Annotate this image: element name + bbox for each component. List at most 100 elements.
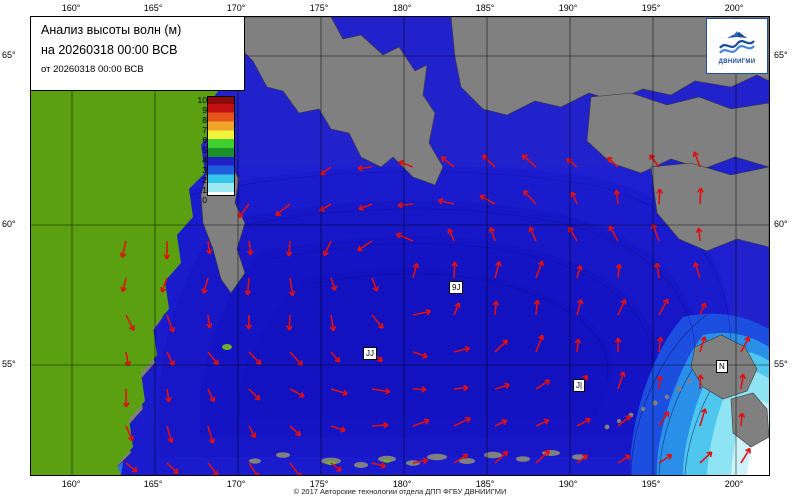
wave-vector-arrow bbox=[120, 277, 127, 293]
wave-vector-arrow bbox=[289, 462, 302, 475]
wave-vector-arrow bbox=[207, 351, 219, 366]
wave-vector-arrow bbox=[576, 417, 591, 427]
wave-height-map[interactable] bbox=[31, 17, 769, 475]
wave-vector-arrow bbox=[248, 351, 262, 365]
colorbar-tick-9: 9 bbox=[202, 105, 207, 115]
wave-vector-arrow bbox=[693, 262, 701, 279]
x-tick-bottom-4: 180° bbox=[392, 479, 412, 489]
y-tick-right-0: 65° bbox=[774, 50, 788, 60]
wave-vector-arrow bbox=[289, 388, 305, 398]
wave-vector-arrow bbox=[533, 299, 541, 316]
x-tick-3: 175° bbox=[309, 3, 329, 13]
x-tick-bottom-0: 160° bbox=[61, 479, 81, 489]
wave-vector-arrow bbox=[330, 425, 346, 433]
wave-vector-arrow bbox=[329, 314, 337, 332]
wave-vector-arrow bbox=[330, 388, 348, 396]
wave-vector-arrow bbox=[357, 240, 373, 252]
x-tick-bottom-8: 200° bbox=[724, 479, 744, 489]
x-tick-bottom-1: 165° bbox=[143, 479, 163, 489]
wave-vector-arrow bbox=[615, 263, 623, 279]
wave-vector-arrow bbox=[488, 226, 496, 242]
ship-marker-3[interactable]: J| bbox=[573, 379, 586, 392]
ship-marker-1[interactable]: 9J bbox=[449, 281, 464, 294]
wave-vector-arrow bbox=[528, 226, 537, 242]
wave-vector-arrow bbox=[699, 302, 707, 316]
wave-vector-arrow bbox=[699, 451, 713, 464]
wave-vector-arrow bbox=[246, 240, 254, 256]
wave-vector-arrow bbox=[494, 261, 502, 279]
wave-vector-arrow bbox=[289, 425, 302, 437]
wave-vector-arrow bbox=[453, 345, 471, 353]
wave-vector-arrow bbox=[699, 336, 707, 353]
x-tick-bottom-6: 190° bbox=[558, 479, 578, 489]
wave-vector-arrow bbox=[412, 386, 427, 393]
wave-vector-arrow bbox=[447, 228, 455, 242]
wave-vector-arrow bbox=[237, 203, 250, 219]
wave-vector-arrow bbox=[330, 277, 338, 291]
wave-vector-arrow bbox=[576, 299, 584, 316]
wave-vector-arrow bbox=[739, 373, 747, 390]
ship-marker-2[interactable]: JJ bbox=[363, 347, 377, 360]
wave-vector-arrow bbox=[535, 334, 545, 353]
wave-vector-arrow bbox=[330, 351, 341, 363]
wave-vector-arrow bbox=[371, 421, 389, 429]
colorbar-tick-4: 4 bbox=[202, 155, 207, 165]
y-tick-right-1: 60° bbox=[774, 219, 788, 229]
wave-vector-arrow bbox=[440, 156, 455, 168]
wave-vector-arrow bbox=[397, 201, 414, 209]
wave-vector-arrow bbox=[160, 277, 168, 293]
wave-vector-arrow bbox=[494, 339, 508, 353]
wave-vector-arrow bbox=[437, 198, 455, 205]
wave-vector-arrow bbox=[412, 308, 432, 316]
wave-vector-arrow bbox=[535, 418, 550, 427]
wave-vector-arrow bbox=[617, 298, 627, 316]
colorbar-tick-5: 5 bbox=[202, 145, 207, 155]
colorbar-tick-7: 7 bbox=[202, 125, 207, 135]
wave-vector-arrow bbox=[692, 151, 701, 168]
map-viewport[interactable]: 9J JJ J| N bbox=[30, 16, 770, 476]
colorbar-tick-1: 1 bbox=[202, 185, 207, 195]
wave-vector-arrow bbox=[521, 154, 537, 168]
title-line-1: Анализ высоты волн (м) bbox=[41, 23, 182, 37]
y-tick-2: 55° bbox=[2, 359, 16, 369]
wave-height-colorbar bbox=[207, 96, 235, 196]
copyright-credit: © 2017 Авторские технологии отдела ДПП Ф… bbox=[293, 487, 507, 496]
wave-vector-arrow bbox=[125, 462, 138, 473]
wave-vector-arrow bbox=[330, 462, 342, 472]
wave-vector-arrow bbox=[494, 450, 509, 464]
wave-vector-arrow bbox=[566, 158, 578, 168]
map-title-box: Анализ высоты волн (м) на 20260318 00:00… bbox=[31, 17, 245, 91]
wave-vector-arrow bbox=[248, 388, 261, 401]
wave-vector-arrow bbox=[614, 337, 622, 353]
wave-vector-arrow bbox=[479, 194, 496, 205]
wave-vector-arrow bbox=[617, 371, 626, 390]
wave-vector-arrow bbox=[617, 454, 631, 464]
wave-vector-arrow bbox=[248, 425, 257, 439]
wave-vector-arrow bbox=[248, 462, 260, 475]
wave-vector-arrow bbox=[322, 240, 332, 257]
colorbar-tick-8: 8 bbox=[202, 115, 207, 125]
wave-vector-arrow bbox=[166, 462, 179, 475]
wave-vector-arrow bbox=[656, 336, 664, 353]
wave-vector-arrow bbox=[412, 418, 430, 427]
wave-vector-arrow bbox=[613, 189, 621, 205]
y-tick-1: 60° bbox=[2, 219, 16, 229]
wave-vector-arrow bbox=[494, 382, 510, 390]
wave-vector-arrow bbox=[740, 447, 751, 464]
y-tick-right-2: 55° bbox=[774, 359, 788, 369]
wave-vector-arrow bbox=[412, 351, 428, 359]
dvniigmi-logo[interactable]: ДВНИИГМИ bbox=[706, 18, 768, 74]
colorbar-tick-2: 2 bbox=[202, 175, 207, 185]
wave-vector-arrow bbox=[371, 314, 384, 329]
wave-vector-arrow bbox=[535, 449, 550, 464]
wave-vector-arrow bbox=[695, 227, 703, 242]
wave-vector-arrow bbox=[119, 240, 127, 259]
ship-marker-4[interactable]: N bbox=[716, 360, 728, 373]
wave-vector-arrow bbox=[494, 419, 508, 427]
wave-vector-arrow bbox=[608, 225, 619, 242]
wave-vector-arrow bbox=[285, 240, 293, 257]
wave-vector-arrow bbox=[371, 387, 391, 395]
wave-vector-arrow bbox=[371, 277, 379, 292]
wave-vector-arrow bbox=[395, 232, 414, 242]
wave-vector-arrow bbox=[576, 264, 583, 279]
